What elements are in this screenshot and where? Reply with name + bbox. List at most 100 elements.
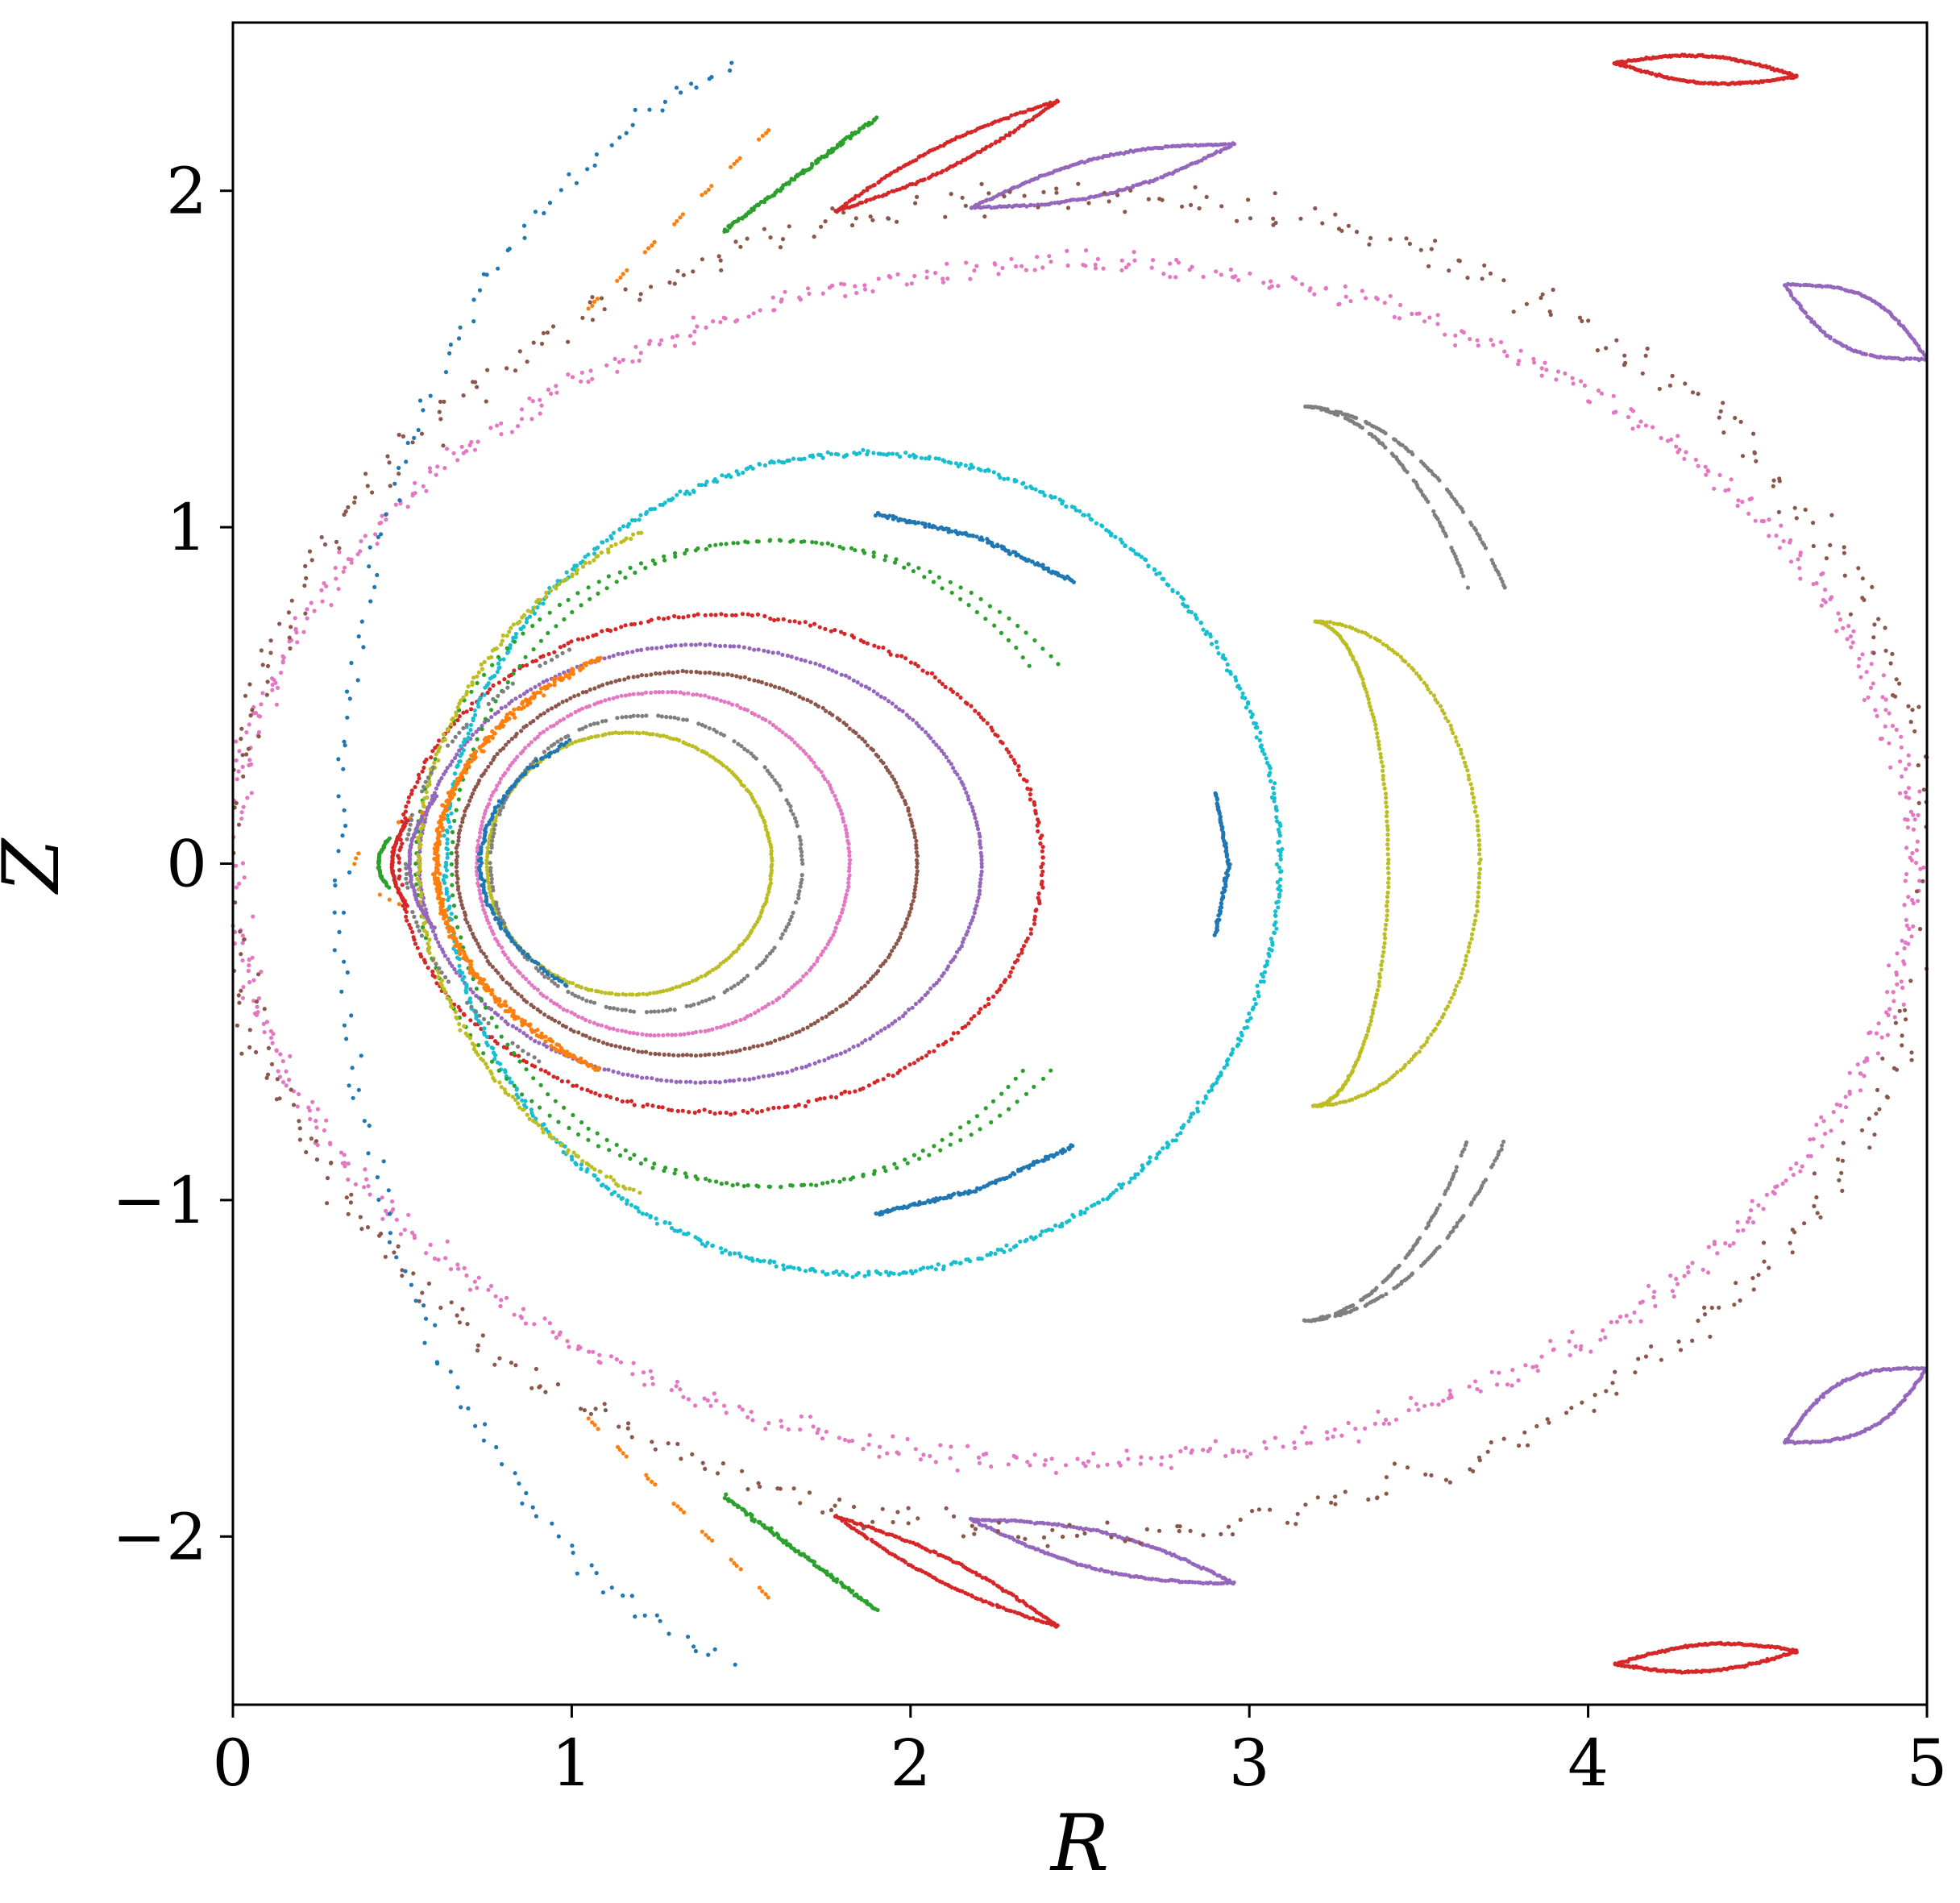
point-s0-7 [767,839,772,844]
point-s2-231 [745,1014,750,1019]
point-s5-357 [1016,953,1021,958]
point-s3-229 [636,1049,641,1054]
point-s0-57 [654,733,659,738]
point-s6-151 [991,470,996,475]
point-s7-299 [1020,1068,1025,1074]
point-s4-109 [607,654,612,659]
point-s2-45 [760,716,765,721]
point-s6-331 [477,697,482,702]
point-s6-284 [571,567,575,571]
point-s8-195 [554,1137,559,1142]
point-s6-249 [666,497,671,502]
point-s2-23 [823,776,828,782]
point-s5-56 [913,661,918,667]
point-s7-184 [704,546,708,551]
point-s3-97 [608,680,614,685]
point-s7-151 [1020,655,1025,660]
point-s7-218 [458,787,463,792]
point-s2-200 [620,1028,625,1033]
point-s1-67 [615,716,620,721]
point-s3-183 [477,945,482,949]
point-s4-312 [887,1024,891,1028]
point-s5-161 [433,746,438,750]
point-s1-182 [652,1009,657,1014]
point-s3-1 [914,858,919,862]
point-s7-139 [958,1137,963,1143]
point-s4-267 [683,1079,689,1084]
point-s7-161 [940,586,945,591]
point-s6-180 [895,451,899,456]
point-s6-285 [564,570,569,575]
point-s4-225 [499,1016,505,1020]
point-s6-521 [698,1238,703,1243]
point-s3-215 [576,1030,581,1035]
point-s2-103 [535,734,540,740]
point-s4-216 [471,990,475,995]
point-s7-164 [911,569,916,574]
point-s2-223 [715,1025,720,1030]
point-s5-120 [591,634,596,638]
point-s3-182 [475,941,480,946]
point-s7-3 [1032,638,1037,643]
point-s6-258 [638,513,643,517]
point-s3-138 [475,781,480,786]
point-s2-39 [780,730,785,735]
point-s14-94 [1471,796,1476,800]
point-s4-273 [713,1079,718,1084]
point-s4-342 [965,929,970,934]
point-s5-39 [976,711,981,717]
point-s1-114 [490,838,495,843]
point-s3-225 [617,1045,623,1049]
point-s14-79 [1477,866,1483,871]
point-s4-144 [470,732,475,738]
point-s7-41 [617,570,622,575]
point-s4-31 [939,748,944,754]
point-s8-117 [416,887,421,891]
point-s7-269 [735,1182,740,1186]
point-s6-451 [514,1087,519,1092]
point-s14-65 [1469,932,1475,937]
point-s13-334 [511,1008,516,1013]
point-s13-362 [543,1039,548,1044]
point-s6-498 [625,1201,629,1206]
point-s6-511 [667,1221,672,1226]
point-s8-168 [484,1062,488,1066]
point-s3-286 [866,980,870,985]
point-s7-224 [449,851,454,856]
point-s5-73 [833,628,837,633]
point-s6-21 [1272,791,1277,796]
point-s7-163 [922,575,927,580]
point-s5-209 [412,937,417,942]
point-s11-61 [476,851,482,856]
point-s4-107 [616,651,621,657]
point-s2-255 [819,953,824,958]
point-s5-286 [724,1110,729,1116]
point-s6-458 [529,1107,534,1112]
point-s5-19 [1025,786,1030,792]
point-s18-164 [1094,1567,1098,1572]
point-s1-206 [742,976,747,981]
point-s0-70 [610,731,615,736]
point-s4-357 [978,873,983,878]
point-s4-311 [882,1026,887,1031]
point-s1-164 [580,996,585,1001]
point-s2-227 [730,1020,735,1025]
point-s4-335 [953,954,957,959]
point-s4-199 [433,933,438,937]
point-s6-167 [941,458,945,463]
point-s2-221 [706,1028,712,1033]
point-s5-80 [797,621,802,625]
point-s5-60 [895,654,899,659]
point-s4-49 [882,696,887,700]
point-s1-226 [789,914,794,919]
point-s9-41 [942,526,947,532]
point-s13-74 [503,718,509,724]
point-s8-40 [511,622,517,627]
point-s6-728 [1262,970,1268,974]
point-s7-158 [966,603,971,608]
point-s6-165 [946,459,951,465]
point-s6-592 [936,1262,941,1267]
point-s6-10 [1276,827,1281,832]
point-s6-348 [458,754,463,758]
point-s6-66 [1216,651,1221,656]
